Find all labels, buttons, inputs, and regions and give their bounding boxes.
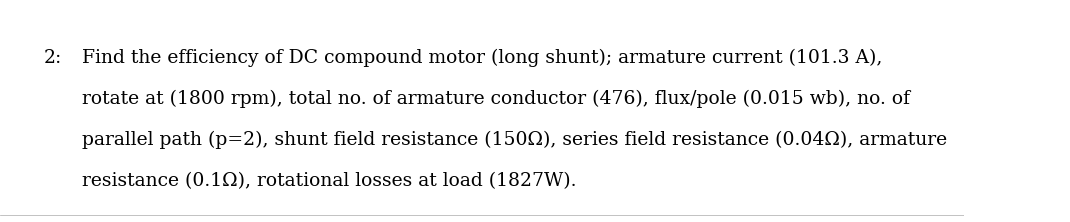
Text: Find the efficiency of DC compound motor (long shunt); armature current (101.3 A: Find the efficiency of DC compound motor…	[82, 49, 883, 67]
Text: parallel path (p=2), shunt field resistance (150Ω), series field resistance (0.0: parallel path (p=2), shunt field resista…	[82, 131, 947, 149]
Text: 2:: 2:	[44, 49, 62, 67]
Text: rotate at (1800 rpm), total no. of armature conductor (476), flux/pole (0.015 wb: rotate at (1800 rpm), total no. of armat…	[82, 90, 910, 108]
Text: resistance (0.1Ω), rotational losses at load (1827W).: resistance (0.1Ω), rotational losses at …	[82, 172, 577, 190]
